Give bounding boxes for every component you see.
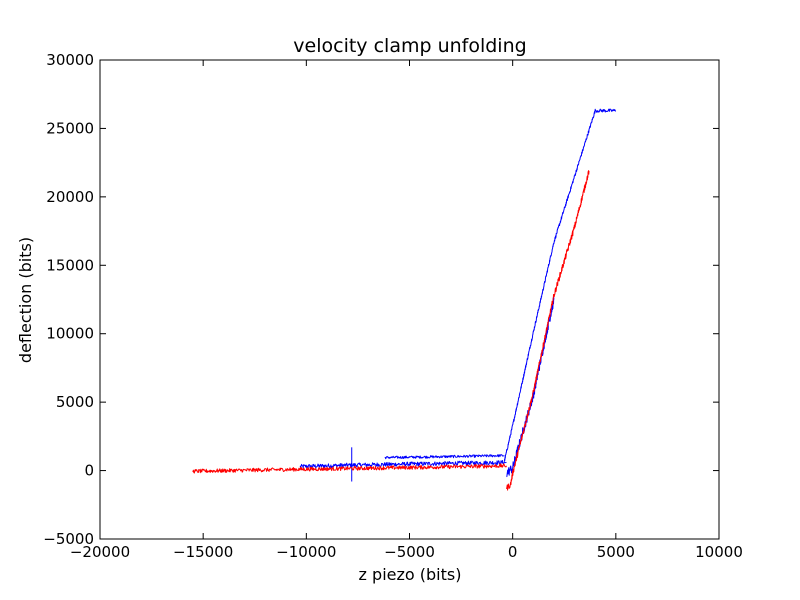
y-tick-label: 25000 <box>46 119 94 137</box>
series-0-segment-2 <box>503 108 617 462</box>
x-axis-label: z piezo (bits) <box>359 565 462 584</box>
y-tick-label: −5000 <box>43 530 94 548</box>
x-tick-label: 0 <box>508 543 518 561</box>
series-1-segment-1 <box>505 170 590 491</box>
series-0-segment-1 <box>384 454 505 460</box>
x-tick-label: 10000 <box>695 543 743 561</box>
y-tick-label: 20000 <box>46 188 94 206</box>
ticks: −20000 −15000 −10000 −5000 0 5000 10000 −5000 0 5… <box>43 51 743 561</box>
y-tick-label: 5000 <box>56 393 94 411</box>
plot-area <box>192 108 617 491</box>
chart-title: velocity clamp unfolding <box>293 35 526 57</box>
y-tick-label: 30000 <box>46 51 94 69</box>
series-0-segment-0 <box>299 460 507 469</box>
series-1-segment-0 <box>192 463 507 474</box>
y-tick-label: 10000 <box>46 325 94 343</box>
x-tick-label: −15000 <box>173 543 233 561</box>
y-axis-label: deflection (bits) <box>16 237 35 363</box>
series-1 <box>192 170 590 491</box>
y-tick-label: 15000 <box>46 256 94 274</box>
x-tick-label: 5000 <box>597 543 635 561</box>
x-tick-label: −20000 <box>70 543 130 561</box>
x-tick-label: −10000 <box>276 543 336 561</box>
y-tick-label: 0 <box>84 462 94 480</box>
x-tick-label: −5000 <box>384 543 435 561</box>
